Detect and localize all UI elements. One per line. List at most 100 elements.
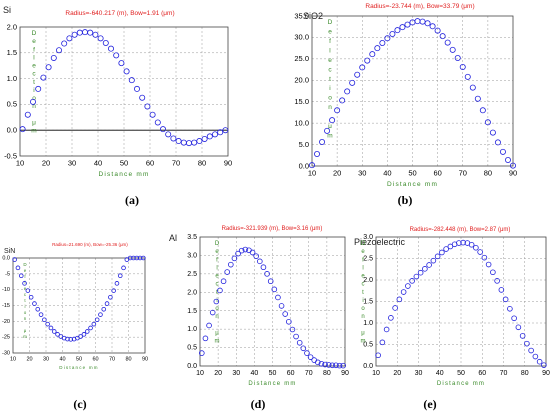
data-point-sin <box>51 329 57 334</box>
data-point-sio2 <box>439 33 446 40</box>
data-point-piezo <box>485 261 492 268</box>
data-point-piezo <box>490 269 496 276</box>
data-point-sio2 <box>489 129 496 136</box>
data-point-al <box>202 335 209 342</box>
data-point-piezo <box>541 362 547 368</box>
data-point-sin <box>45 321 50 327</box>
data-point-sio2 <box>339 97 346 104</box>
x-tick-label-si: 60 <box>146 159 154 168</box>
data-point-al <box>318 360 325 367</box>
y-tick-label-al: 1.0 <box>187 326 197 333</box>
x-tick-label-si: 70 <box>172 159 180 168</box>
y-tick-label-sin: -30 <box>2 351 10 357</box>
plot-frame-piezo <box>375 236 547 367</box>
data-point-sin <box>104 301 110 306</box>
x-tick-label-piezo: 50 <box>457 370 465 377</box>
data-point-si <box>180 139 187 146</box>
y-tick-label-si: 1.5 <box>7 48 17 57</box>
x-tick-label-sio2: 90 <box>509 169 517 178</box>
data-point-sin <box>141 255 146 261</box>
data-point-piezo <box>439 249 445 256</box>
data-point-piezo <box>434 253 441 260</box>
data-point-si <box>97 35 104 42</box>
data-point-al <box>271 286 278 293</box>
y-tick-label-si: 2.0 <box>7 22 17 31</box>
caption-d: (d) <box>250 397 266 411</box>
y-tick-label-al: 0.5 <box>187 345 197 352</box>
data-point-piezo <box>447 243 454 250</box>
data-point-si <box>128 77 135 84</box>
data-point-al <box>267 278 274 285</box>
plot-frame-sio2 <box>311 15 514 167</box>
data-point-sio2 <box>369 51 376 58</box>
x-tick-label-si: 90 <box>224 159 232 168</box>
data-point-sio2 <box>509 162 516 169</box>
data-point-si <box>24 111 31 118</box>
data-point-sio2 <box>379 40 386 47</box>
data-point-piezo <box>409 278 415 284</box>
y-tick-label-si: 0.0 <box>7 125 17 134</box>
data-point-sin <box>117 273 123 279</box>
data-point-si <box>165 131 172 138</box>
data-point-si <box>45 64 52 71</box>
data-point-sio2 <box>504 156 511 163</box>
data-point-sin <box>114 281 120 286</box>
data-point-si <box>66 35 73 42</box>
data-point-sio2 <box>394 27 401 34</box>
data-point-si <box>144 103 151 110</box>
data-point-al <box>213 298 220 305</box>
data-point-al <box>304 350 310 356</box>
y-tick-label-sio2: 30.0 <box>294 33 309 42</box>
data-point-al <box>217 287 223 294</box>
x-axis-label-piezo: Distance mm <box>437 381 485 387</box>
data-point-si <box>61 40 68 47</box>
y-tick-label-piezo: 2.0 <box>363 277 373 284</box>
data-point-si <box>102 39 109 46</box>
data-point-si <box>123 68 130 75</box>
data-point-si <box>201 135 208 142</box>
x-tick-label-piezo: 40 <box>436 370 444 377</box>
data-point-sio2 <box>319 138 326 145</box>
data-point-al <box>325 362 332 368</box>
data-point-piezo <box>430 257 437 264</box>
data-point-sio2 <box>334 107 341 114</box>
data-point-piezo <box>396 296 403 303</box>
y-tick-label-sin: -20 <box>2 319 10 325</box>
data-point-al <box>224 269 230 275</box>
data-point-al <box>231 255 238 262</box>
data-point-si <box>92 31 99 38</box>
x-tick-label-sio2: 80 <box>484 169 492 178</box>
data-point-al <box>253 253 259 259</box>
x-axis-label-sio2: Distance mm <box>387 181 438 188</box>
data-point-piezo <box>477 249 483 255</box>
data-point-si <box>40 74 47 81</box>
data-point-piezo <box>524 340 530 347</box>
y-tick-label-al: 3.0 <box>187 253 197 260</box>
data-point-al <box>300 345 307 352</box>
data-point-sio2 <box>429 23 436 30</box>
data-point-piezo <box>528 347 534 354</box>
data-point-piezo <box>502 296 509 303</box>
plot-frame-sin <box>12 257 146 354</box>
data-point-sin <box>78 334 83 339</box>
data-point-si <box>211 131 218 138</box>
caption-a: (a) <box>125 193 139 207</box>
data-point-sio2 <box>404 21 411 28</box>
data-point-sio2 <box>384 35 391 42</box>
y-tick-label-al: 2.5 <box>187 271 197 278</box>
data-point-sin <box>98 312 103 317</box>
data-point-al <box>228 261 234 268</box>
data-point-piezo <box>481 254 488 261</box>
y-tick-label-al: 0.0 <box>187 363 197 370</box>
data-point-piezo <box>473 244 479 251</box>
y-tick-label-al: 3.5 <box>187 234 197 241</box>
data-point-si <box>118 60 125 67</box>
data-point-si <box>50 54 57 61</box>
y-tick-label-sin: -5 <box>5 271 10 277</box>
data-point-piezo <box>426 262 432 268</box>
x-tick-label-si: 10 <box>16 159 24 168</box>
data-point-al <box>249 249 256 256</box>
data-point-sio2 <box>449 46 456 53</box>
y-tick-label-si: 1.0 <box>7 74 17 83</box>
x-tick-label-sin: 80 <box>125 357 131 363</box>
